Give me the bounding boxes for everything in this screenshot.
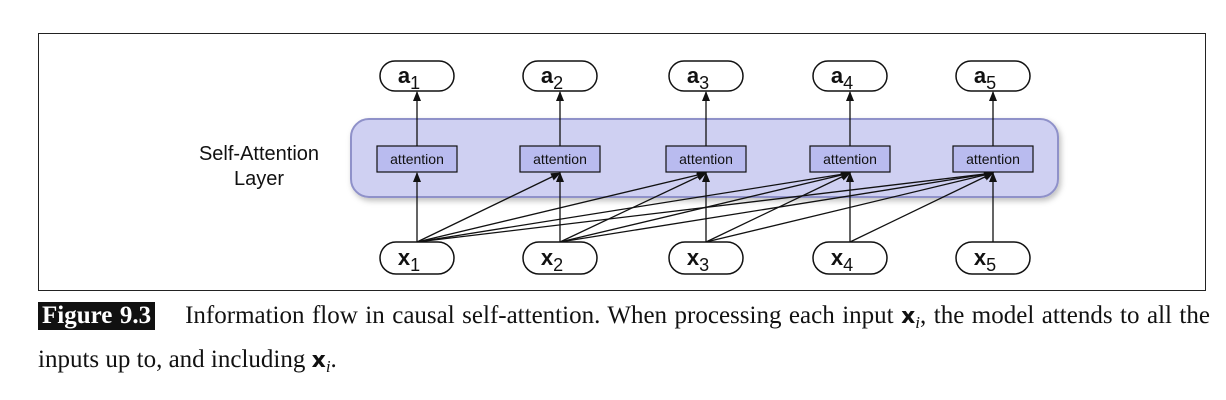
output-node-a3-subscript: 3 [699,73,709,93]
input-node-x4: x4 [812,241,888,275]
output-node-a2: a2 [522,60,598,93]
input-node-x1: x1 [379,241,455,275]
input-node-x5-base: x [974,245,987,270]
caption-variable-x: x [901,304,916,329]
attention-box-2-label: attention [533,151,587,167]
edge-x2-to-attention3 [559,172,707,243]
output-node-a4-subscript: 4 [843,73,853,93]
attention-box-3-shape [665,145,747,173]
input-node-x3-base: x [687,245,700,270]
figure-caption: Figure 9.3 Information flow in causal sel… [38,297,1210,385]
caption-text-part2: , the model attends to all the inputs up… [38,302,1210,373]
output-node-a4-shape [812,60,888,92]
input-node-x2-shape [522,241,598,275]
input-node-x3-label: x3 [687,245,709,275]
input-node-x5-label: x5 [974,245,996,275]
output-node-a5-subscript: 5 [986,73,996,93]
caption-text-part3: . [330,346,337,373]
input-node-x2: x2 [522,241,598,275]
input-node-x5-shape [955,241,1031,275]
output-node-a5-label: a5 [974,63,996,93]
output-node-a1: a1 [379,60,455,93]
caption-text-part1: Information flow in causal self-attentio… [185,302,902,329]
input-node-x1-base: x [398,245,411,270]
edge-x3-to-attention4 [705,172,851,243]
input-node-x1-shape [379,241,455,275]
attention-box-4-label: attention [823,151,877,167]
attention-box-5-shape [952,145,1034,173]
diagram-nodes: a1attentionx1a2attentionx2a3attentionx3a… [376,60,1034,275]
output-node-a2-label: a2 [541,63,563,93]
attention-box-3: attention [665,145,747,173]
edge-x1-to-attention2 [416,172,561,243]
caption-subscript-i-2: i [325,357,331,376]
input-node-x5-subscript: 5 [986,255,996,275]
input-node-x4-label: x4 [831,245,853,275]
output-node-a2-base: a [541,63,554,88]
caption-variable-x-2: x [311,348,326,373]
output-node-a2-shape [522,60,598,92]
edge-x2-to-attention4 [559,171,851,243]
attention-box-3-label: attention [679,151,733,167]
edge-x1-to-attention3 [416,171,707,243]
output-node-a2-subscript: 2 [553,73,563,93]
input-node-x4-subscript: 4 [843,255,853,275]
attention-box-2-shape [519,145,601,173]
input-node-x4-shape [812,241,888,275]
attention-box-1-shape [376,145,458,173]
input-node-x2-subscript: 2 [553,255,563,275]
output-node-a4-base: a [831,63,844,88]
input-node-x1-subscript: 1 [410,255,420,275]
attention-box-5: attention [952,145,1034,173]
attention-box-2: attention [519,145,601,173]
attention-box-5-label: attention [966,151,1020,167]
output-node-a3-shape [668,60,744,92]
figure-frame: Self-Attention Layer a1 attention x1 a2 atte… [38,33,1206,291]
output-node-a4-label: a4 [831,63,853,93]
input-node-x3: x3 [668,241,744,275]
input-node-x5: x5 [955,241,1031,275]
connection-lines [413,91,997,243]
input-node-x1-label: x1 [398,245,420,275]
layer-label-line1: Self-Attention [199,143,319,165]
input-node-x2-base: x [541,245,554,270]
edge-x4-to-attention5 [849,172,994,243]
attention-box-4-shape [809,145,891,173]
input-node-x3-shape [668,241,744,275]
output-node-a5: a5 [955,60,1031,93]
caption-subscript-i: i [915,313,921,332]
attention-box-1-label: attention [390,151,444,167]
output-node-a1-subscript: 1 [410,73,420,93]
attention-box-1: attention [376,145,458,173]
caption-label: Figure 9.3 [38,302,156,330]
output-node-a5-base: a [974,63,987,88]
output-node-a3-base: a [687,63,700,88]
output-node-a3-label: a3 [687,63,709,93]
output-node-a3: a3 [668,60,744,93]
causal-self-attention-diagram: Self-Attention Layer a1attentionx1a2atte… [199,60,1059,275]
output-node-a5-shape [955,60,1031,92]
input-node-x4-base: x [831,245,844,270]
input-node-x2-label: x2 [541,245,563,275]
attention-box-4: attention [809,145,891,173]
output-node-a1-base: a [398,63,411,88]
output-node-a4: a4 [812,60,888,93]
layer-label-line2: Layer [234,168,284,190]
input-node-x3-subscript: 3 [699,255,709,275]
output-node-a1-shape [379,60,455,92]
output-node-a1-label: a1 [398,63,420,93]
